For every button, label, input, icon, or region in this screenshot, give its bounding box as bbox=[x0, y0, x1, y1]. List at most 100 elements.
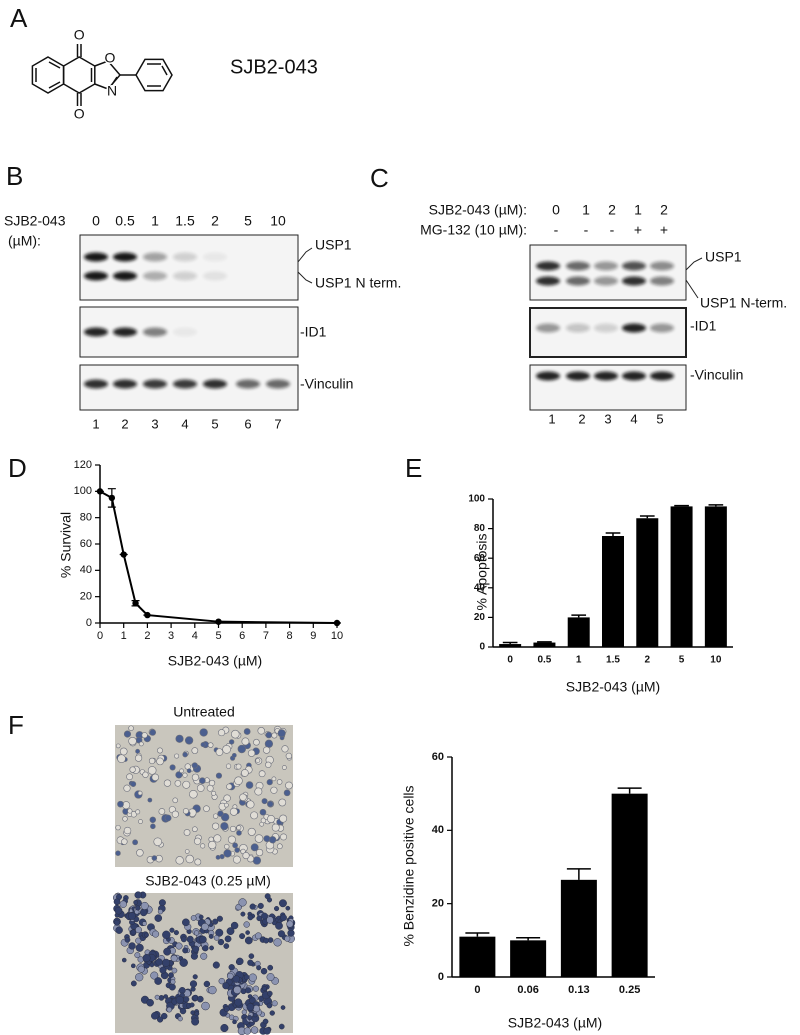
cell bbox=[138, 741, 144, 747]
cell bbox=[267, 964, 274, 971]
y-tick-label: 0 bbox=[479, 642, 485, 653]
lane-number: 1 bbox=[548, 411, 555, 426]
cell bbox=[285, 752, 293, 760]
x-tick-label: 5 bbox=[679, 655, 685, 666]
cell bbox=[247, 1015, 253, 1021]
cell bbox=[241, 737, 250, 746]
cell bbox=[135, 943, 144, 952]
blot-band bbox=[113, 271, 137, 281]
cell bbox=[135, 973, 144, 982]
cell bbox=[154, 977, 163, 985]
cell bbox=[257, 902, 264, 909]
cell bbox=[215, 854, 221, 860]
cell bbox=[119, 747, 128, 756]
cell bbox=[247, 994, 253, 999]
cell bbox=[182, 918, 190, 927]
cell bbox=[174, 753, 180, 759]
error-bar bbox=[516, 937, 541, 941]
cell bbox=[273, 938, 282, 947]
row-value: 2 bbox=[660, 202, 668, 218]
cell bbox=[216, 915, 223, 922]
cell bbox=[182, 808, 189, 815]
cell bbox=[285, 905, 291, 911]
row-value: - bbox=[610, 222, 615, 238]
band-label: USP1 bbox=[705, 249, 742, 265]
cell bbox=[130, 929, 137, 936]
data-point bbox=[120, 551, 127, 558]
blot-band bbox=[650, 371, 674, 381]
cell bbox=[151, 1012, 159, 1020]
image-caption: SJB2-043 (0.25 µM) bbox=[145, 873, 271, 889]
blot-band bbox=[650, 276, 674, 286]
cell bbox=[126, 773, 133, 781]
cell bbox=[258, 770, 266, 778]
cell bbox=[151, 855, 158, 861]
cell bbox=[247, 827, 256, 836]
cell bbox=[133, 900, 139, 905]
cell bbox=[180, 936, 187, 943]
y-tick-label: 60 bbox=[80, 538, 92, 550]
bar bbox=[611, 793, 648, 977]
cell bbox=[183, 996, 190, 1003]
cell bbox=[243, 974, 250, 980]
cell bbox=[135, 926, 142, 934]
cell bbox=[137, 790, 143, 796]
cell bbox=[211, 790, 217, 796]
cell bbox=[209, 945, 214, 951]
dose-label: 0 bbox=[92, 213, 100, 229]
blot-band bbox=[203, 271, 227, 281]
cell bbox=[283, 789, 291, 797]
y-tick-label: 60 bbox=[474, 553, 486, 564]
band-label: USP1 N term. bbox=[315, 275, 401, 291]
cell bbox=[259, 808, 267, 816]
x-tick-label: 0.13 bbox=[568, 984, 589, 996]
cell bbox=[137, 965, 145, 973]
x-tick-label: 5 bbox=[215, 630, 221, 642]
cell bbox=[182, 780, 191, 789]
data-point bbox=[144, 611, 151, 619]
panel-letter: D bbox=[8, 453, 27, 483]
cell bbox=[175, 942, 183, 950]
cell bbox=[257, 727, 265, 735]
cell bbox=[157, 747, 163, 754]
cell bbox=[238, 898, 247, 907]
cell bbox=[243, 921, 250, 928]
cell bbox=[276, 843, 283, 850]
cell bbox=[208, 779, 216, 787]
cell bbox=[158, 995, 165, 1001]
blot-band bbox=[536, 261, 560, 271]
cell bbox=[232, 1019, 237, 1025]
panel-letter: B bbox=[6, 161, 23, 191]
cell bbox=[220, 822, 229, 831]
cell bbox=[252, 1012, 258, 1018]
y-tick-label: 60 bbox=[432, 751, 444, 763]
bar bbox=[602, 536, 624, 647]
blot-band bbox=[622, 323, 646, 333]
blot-band bbox=[622, 276, 646, 286]
cell bbox=[279, 814, 288, 823]
cell bbox=[262, 986, 268, 991]
cell bbox=[115, 743, 121, 749]
blot-band bbox=[173, 379, 197, 389]
cell bbox=[212, 918, 219, 925]
cell bbox=[252, 985, 259, 992]
cell bbox=[254, 834, 264, 843]
cell bbox=[253, 738, 260, 746]
cell bbox=[162, 958, 171, 967]
cell bbox=[231, 752, 237, 758]
cell bbox=[186, 935, 194, 943]
row-value: 2 bbox=[608, 202, 616, 218]
blot-band bbox=[203, 252, 227, 262]
cell bbox=[276, 779, 283, 785]
cell bbox=[190, 952, 198, 960]
cell bbox=[162, 930, 171, 939]
blot-band bbox=[650, 323, 674, 333]
cell bbox=[213, 834, 222, 843]
cell bbox=[179, 958, 188, 967]
bar bbox=[636, 518, 659, 647]
cell bbox=[263, 835, 271, 843]
x-tick-label: 9 bbox=[310, 630, 316, 642]
cell bbox=[271, 1000, 278, 1007]
cell bbox=[224, 843, 230, 850]
cell bbox=[220, 1023, 229, 1033]
